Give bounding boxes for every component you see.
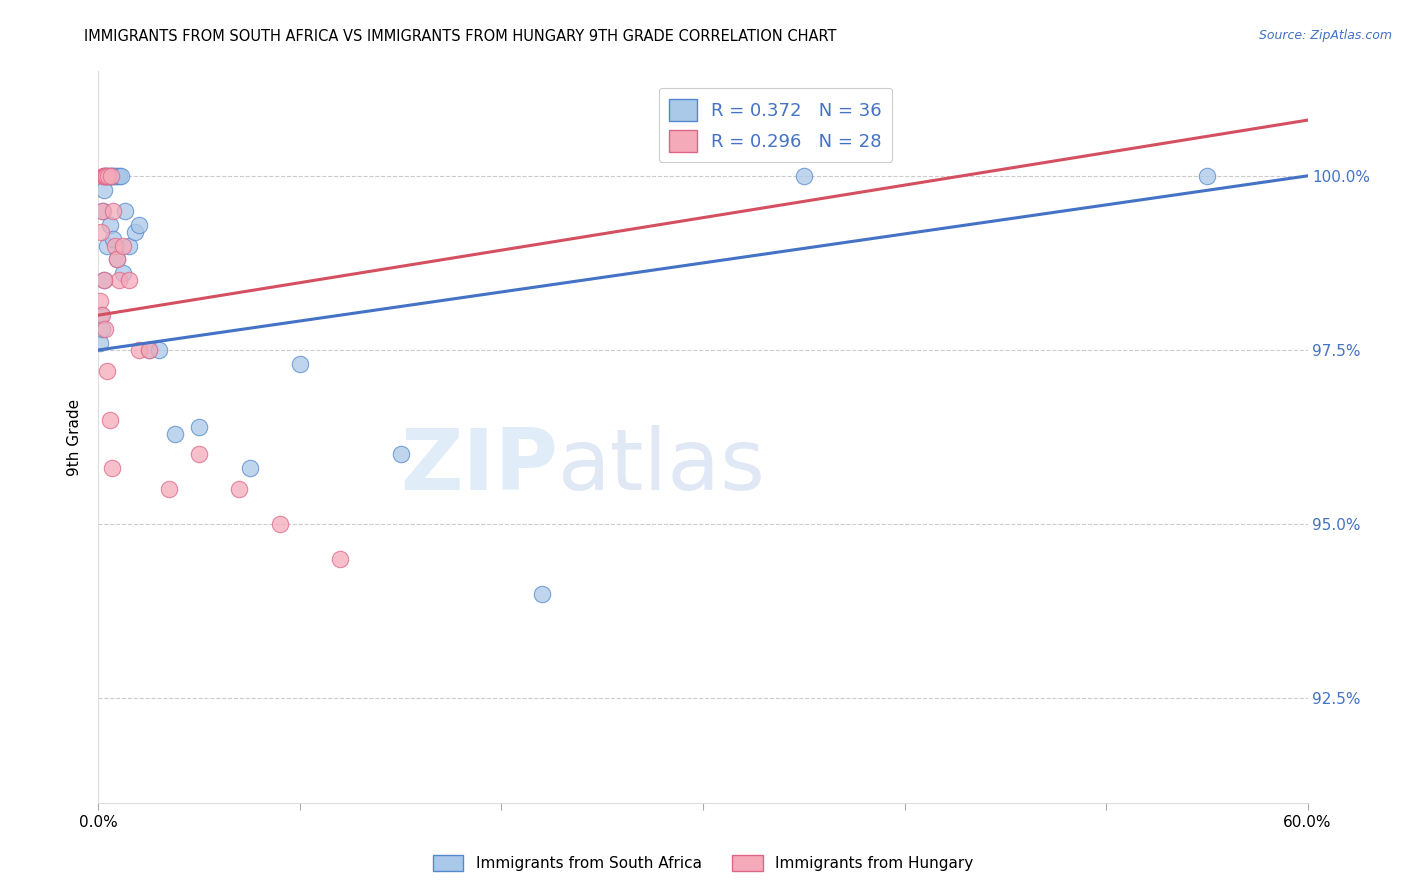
Point	[188, 448, 211, 462]
Point	[114, 203, 136, 218]
Point	[105, 252, 128, 267]
Point	[93, 203, 115, 218]
Point	[105, 252, 128, 267]
Point	[110, 169, 132, 183]
Point	[98, 412, 121, 426]
Point	[100, 169, 122, 183]
Point	[96, 238, 118, 252]
Point	[100, 169, 122, 183]
Point	[107, 169, 129, 183]
Text: IMMIGRANTS FROM SOUTH AFRICA VS IMMIGRANTS FROM HUNGARY 9TH GRADE CORRELATION CH: IMMIGRANTS FROM SOUTH AFRICA VS IMMIGRAN…	[84, 29, 837, 44]
Point	[93, 273, 115, 287]
Point	[128, 218, 150, 232]
Point	[94, 322, 117, 336]
Point	[103, 169, 125, 183]
Text: atlas: atlas	[558, 425, 766, 508]
Point	[163, 426, 186, 441]
Legend: Immigrants from South Africa, Immigrants from Hungary: Immigrants from South Africa, Immigrants…	[426, 849, 980, 877]
Point	[138, 343, 160, 357]
Point	[89, 336, 111, 351]
Point	[96, 169, 118, 183]
Text: ZIP: ZIP	[401, 425, 558, 508]
Point	[94, 169, 117, 183]
Point	[228, 483, 250, 497]
Point	[97, 169, 120, 183]
Point	[100, 461, 122, 475]
Point	[91, 308, 114, 322]
Point	[93, 169, 115, 183]
Point	[107, 273, 129, 287]
Point	[118, 273, 141, 287]
Point	[90, 225, 112, 239]
Point	[239, 461, 262, 475]
Point	[93, 273, 115, 287]
Point	[96, 364, 118, 378]
Point	[91, 203, 114, 218]
Point	[101, 231, 124, 245]
Point	[105, 169, 128, 183]
Point	[103, 238, 125, 252]
Point	[111, 238, 134, 252]
Point	[101, 203, 124, 218]
Point	[269, 517, 291, 532]
Point	[98, 218, 121, 232]
Point	[93, 169, 115, 183]
Point	[128, 343, 150, 357]
Point	[288, 357, 311, 371]
Point	[157, 483, 180, 497]
Point	[148, 343, 170, 357]
Point	[111, 266, 134, 280]
Point	[188, 419, 211, 434]
Point	[94, 169, 117, 183]
Point	[530, 587, 553, 601]
Point	[97, 169, 120, 183]
Point	[93, 183, 115, 197]
Point	[1195, 169, 1218, 183]
Point	[793, 169, 815, 183]
Point	[138, 343, 160, 357]
Point	[98, 169, 121, 183]
Text: Source: ZipAtlas.com: Source: ZipAtlas.com	[1258, 29, 1392, 42]
Point	[389, 448, 412, 462]
Point	[124, 225, 146, 239]
Point	[91, 322, 114, 336]
Point	[89, 294, 111, 309]
Point	[100, 169, 122, 183]
Y-axis label: 9th Grade: 9th Grade	[67, 399, 83, 475]
Point	[118, 238, 141, 252]
Point	[101, 169, 124, 183]
Point	[90, 308, 112, 322]
Point	[329, 552, 352, 566]
Point	[96, 169, 118, 183]
Legend: R = 0.372   N = 36, R = 0.296   N = 28: R = 0.372 N = 36, R = 0.296 N = 28	[658, 87, 893, 162]
